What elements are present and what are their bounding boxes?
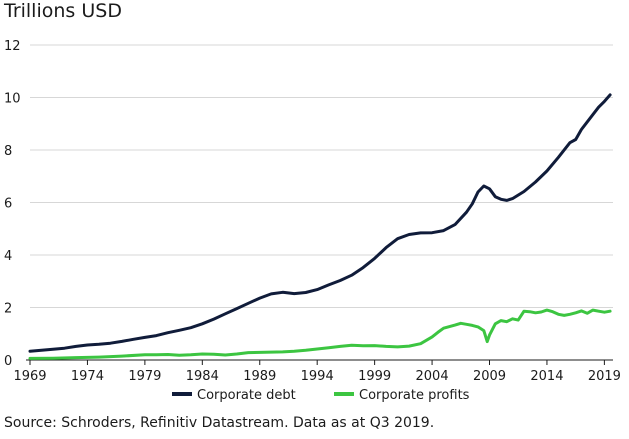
x-tick-label: 2019 [588,369,621,384]
chart-title: Trillions USD [4,0,122,22]
x-tick-label: 2014 [530,369,563,384]
y-tick-label: 6 [4,197,12,212]
corporate-profits-line [28,308,612,360]
x-tick-label: 1979 [128,369,161,384]
corporate-debt-line [28,93,612,353]
y-tick-label: 4 [4,249,12,264]
y-tick-label: 10 [4,92,21,107]
x-tick-label: 2009 [473,369,506,384]
legend: Corporate debt Corporate profits [172,388,470,403]
corporate-debt-legend-label: Corporate debt [197,388,296,403]
x-tick-label: 2004 [416,369,449,384]
y-tick-label: 12 [4,39,21,54]
series-lines [28,93,612,360]
x-tick-label: 1989 [243,369,276,384]
x-tick-label: 1984 [186,369,219,384]
corporate-profits-legend-label: Corporate profits [359,388,470,403]
x-tick-label: 1974 [71,369,104,384]
x-axis-tick-labels: 1969 1974 1979 1984 1989 1994 1999 2004 2009 2014… [13,369,620,384]
y-tick-label: 0 [4,354,12,369]
y-tick-label: 2 [4,302,12,317]
x-tick-label: 1999 [358,369,391,384]
line-chart: 0 2 4 6 8 10 12 1969 1974 1979 1984 1989 1994 1999 20… [4,39,621,403]
gridlines [26,44,613,365]
x-tick-label: 1969 [13,369,46,384]
x-tick-label: 1994 [301,369,334,384]
source-note: Source: Schroders, Refinitiv Datastream.… [4,415,435,431]
y-axis-tick-labels: 0 2 4 6 8 10 12 [4,39,21,369]
y-tick-label: 8 [4,144,12,159]
